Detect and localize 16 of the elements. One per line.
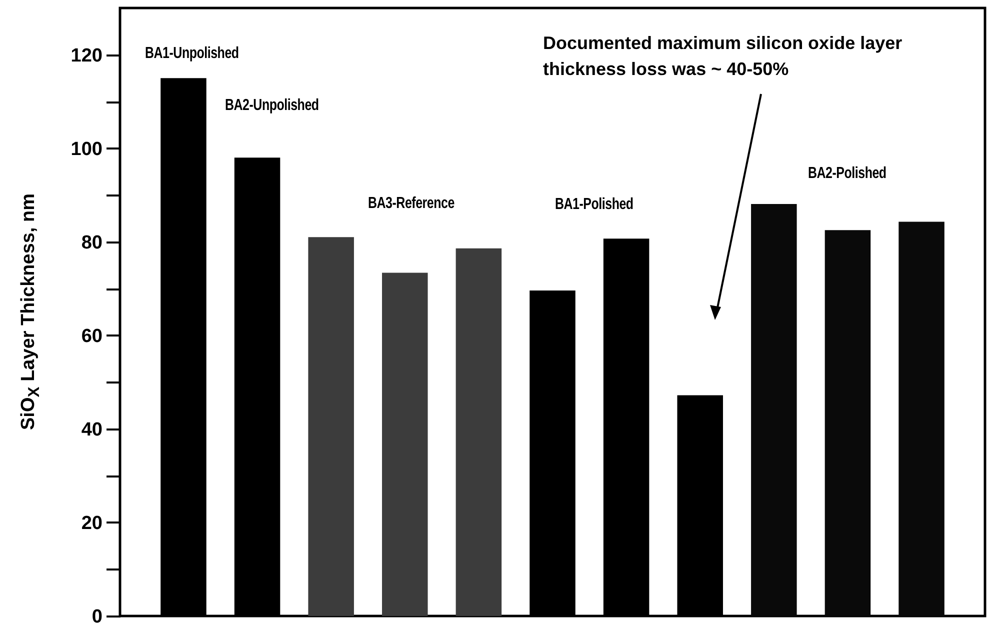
- bar: [456, 248, 502, 616]
- y-tick-label: 100: [70, 138, 102, 160]
- y-tick-label: 80: [81, 232, 102, 254]
- annotation: BA3-Reference: [368, 195, 454, 213]
- annotation: BA2-Polished: [808, 165, 886, 183]
- y-tick-label: 60: [81, 326, 102, 347]
- y-tick-label: 40: [81, 419, 102, 440]
- annotation: BA2-Unpolished: [225, 97, 319, 115]
- bar: [308, 237, 354, 616]
- annotation: BA1-Polished: [555, 196, 634, 214]
- annotation: Documented maximum silicon oxide layer thickness loss was ~ 40-50%: [543, 32, 904, 81]
- y-tick-label: 120: [70, 45, 102, 66]
- y-tick-label: 20: [81, 512, 102, 534]
- y-tick-label: 0: [92, 606, 102, 624]
- bar: [382, 272, 428, 616]
- annotation: BA1-Unpolished: [145, 45, 239, 63]
